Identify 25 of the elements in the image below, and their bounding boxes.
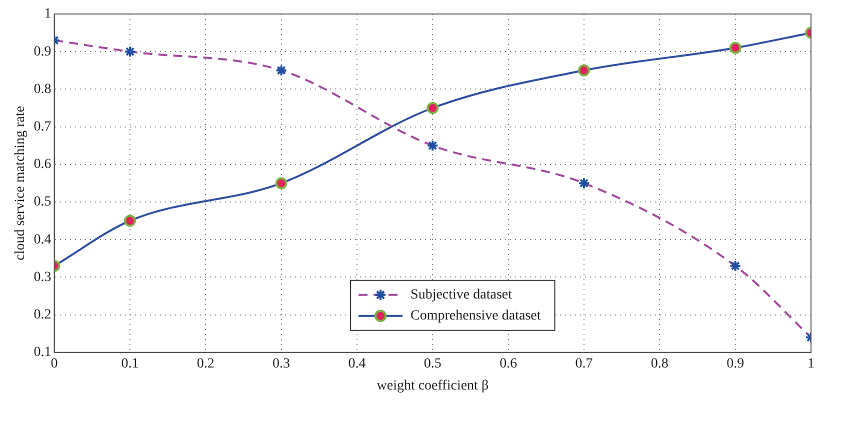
legend-label: Comprehensive dataset [410,308,541,324]
y-axis-title: cloud service matching rate [13,106,28,260]
legend-label: Subjective dataset [410,288,512,303]
x-tick-label: 0.6 [500,356,518,372]
x-tick-label: 0.7 [575,356,593,372]
y-tick-label: 0.4 [34,232,52,248]
x-tick-label: 1 [808,356,814,372]
x-tick-label: 0.9 [726,356,744,372]
y-tick-label: 1 [44,6,52,22]
x-axis-title: weight coefficient β [376,378,489,394]
x-tick-label: 0.1 [121,356,139,372]
x-tick-label: 0.4 [348,356,366,372]
y-tick-label: 0.3 [34,270,52,285]
x-tick-label: 0.2 [196,356,214,372]
y-tick-label: 0.9 [34,44,52,60]
y-tick-label: 0.6 [34,157,52,172]
y-tick-label: 0.8 [34,82,52,97]
y-tick-label: 0.2 [34,307,52,322]
y-tick-label: 0.5 [34,194,52,210]
x-tick-label: 0.3 [272,356,290,372]
y-tick-label: 0.1 [34,345,52,360]
y-tick-label: 0.7 [34,119,52,134]
x-tick-label: 0.8 [650,356,668,372]
x-tick-label: 0 [50,356,58,372]
x-tick-label: 0.5 [424,356,442,372]
